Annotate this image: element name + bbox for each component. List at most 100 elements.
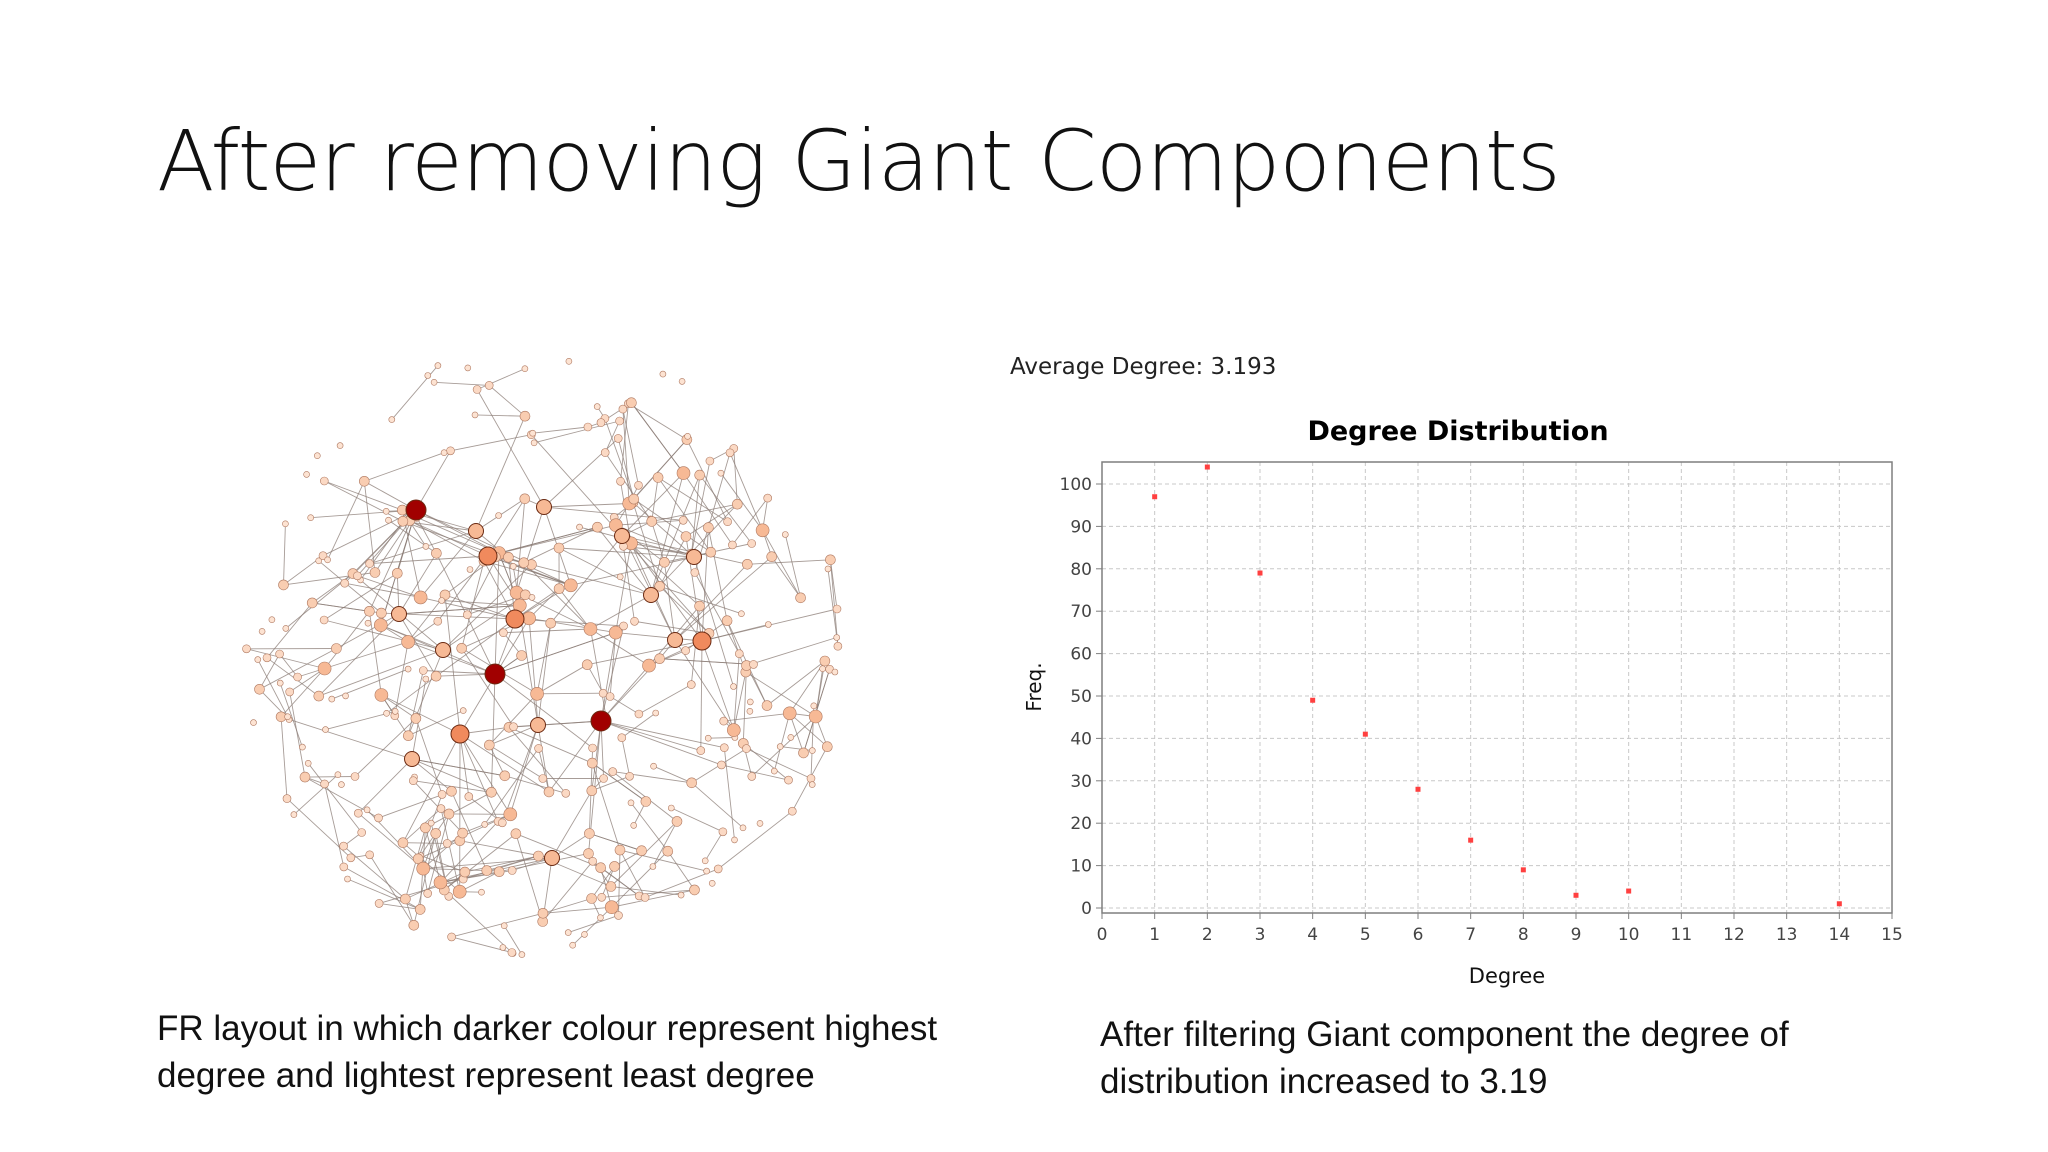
x-tick-label: 10 — [1618, 925, 1640, 945]
network-node — [521, 365, 529, 373]
network-edge — [398, 604, 520, 615]
x-tick-label: 9 — [1571, 925, 1582, 945]
network-hub-node — [468, 523, 484, 539]
network-hub-node — [484, 663, 506, 685]
network-node — [598, 688, 608, 698]
network-edge — [516, 506, 545, 593]
network-edge — [488, 385, 526, 417]
network-node — [819, 665, 826, 673]
network-edge — [591, 775, 630, 792]
network-edge — [323, 572, 398, 621]
network-edge — [311, 573, 354, 604]
network-node — [616, 573, 624, 581]
network-edge — [630, 802, 669, 852]
network-edge — [691, 460, 711, 555]
network-node — [730, 683, 737, 690]
network-node — [354, 808, 363, 818]
network-edge — [503, 925, 523, 955]
network-node — [728, 540, 737, 550]
network-node — [397, 837, 409, 849]
network-node — [784, 775, 793, 785]
network-edge — [609, 696, 640, 715]
network-node — [599, 774, 608, 783]
network-node — [519, 493, 531, 505]
network-edge — [266, 657, 320, 697]
network-node — [344, 875, 351, 883]
network-hub-node — [391, 606, 407, 622]
network-node — [320, 779, 329, 789]
network-node — [625, 771, 634, 781]
network-node — [534, 744, 543, 753]
network-edge — [488, 744, 506, 777]
network-edge — [619, 849, 707, 872]
network-node — [586, 757, 598, 769]
y-tick-label: 20 — [1070, 814, 1092, 834]
network-node — [317, 661, 332, 676]
network-node — [382, 508, 390, 515]
network-node — [731, 498, 743, 510]
network-node — [604, 900, 619, 915]
network-node — [677, 891, 685, 899]
network-edge — [685, 503, 738, 537]
network-edge — [459, 733, 470, 797]
network-edge — [617, 438, 635, 500]
network-node — [808, 709, 823, 724]
network-edge — [766, 660, 826, 706]
network-node — [806, 774, 816, 783]
network-edge — [699, 474, 753, 544]
network-node — [503, 552, 514, 563]
network-node — [650, 762, 657, 770]
network-edges — [246, 365, 839, 955]
network-edge — [442, 564, 532, 651]
network-edge — [610, 886, 682, 896]
network-node — [705, 546, 717, 558]
network-node — [739, 824, 747, 832]
network-node — [423, 889, 432, 898]
network-node — [581, 659, 593, 671]
network-edge — [401, 509, 427, 547]
data-point — [1310, 697, 1316, 703]
network-edge — [589, 833, 642, 852]
y-tick-label: 60 — [1070, 645, 1092, 665]
network-edge — [701, 640, 735, 731]
network-edge — [650, 472, 684, 596]
data-point — [1204, 464, 1210, 470]
network-node — [324, 556, 331, 564]
network-node — [509, 722, 518, 732]
network-node — [424, 372, 432, 379]
network-edge — [515, 833, 544, 922]
network-graph-panel — [224, 335, 864, 975]
network-edge — [369, 555, 489, 565]
network-node — [413, 590, 428, 605]
network-node — [486, 786, 497, 798]
network-edge — [474, 414, 526, 417]
network-edge — [516, 498, 526, 593]
network-edge — [707, 527, 728, 621]
network-edge — [327, 481, 365, 560]
network-node — [397, 516, 409, 527]
network-node — [510, 828, 522, 840]
network-node — [719, 716, 729, 726]
network-node — [369, 567, 381, 578]
network-edge — [615, 632, 703, 642]
network-edge — [619, 849, 646, 898]
network-node — [446, 446, 455, 456]
network-node — [723, 517, 732, 526]
network-node — [640, 893, 650, 902]
network-edge — [604, 420, 621, 453]
network-node — [420, 822, 431, 834]
network-node — [749, 660, 758, 669]
x-tick-label: 15 — [1881, 925, 1903, 945]
network-edge — [621, 535, 748, 565]
x-tick-label: 4 — [1307, 925, 1318, 945]
network-edge — [398, 553, 437, 615]
network-edge — [391, 365, 439, 420]
network-node — [766, 551, 778, 562]
network-node — [761, 700, 773, 711]
network-edge — [318, 649, 444, 697]
network-node — [350, 772, 360, 781]
network-hub-node — [544, 850, 560, 866]
x-tick-label: 12 — [1723, 925, 1745, 945]
data-point — [1520, 867, 1526, 873]
network-edge — [600, 720, 701, 752]
